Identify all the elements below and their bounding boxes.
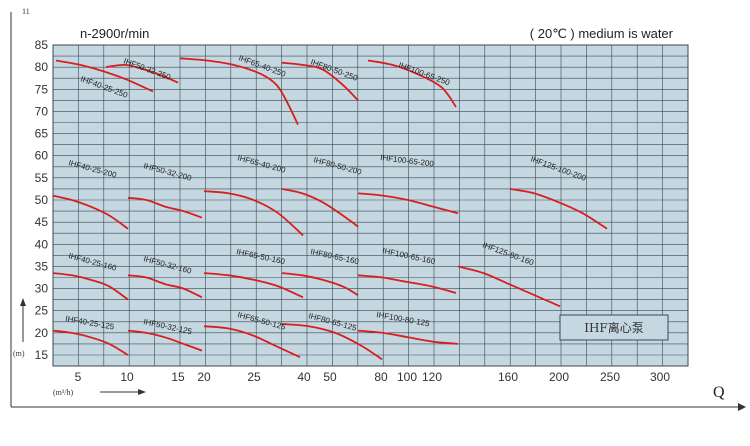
x-tick-label: 10: [120, 370, 134, 384]
watermark-text: IHF离心泵: [584, 320, 644, 335]
y-tick-label: 45: [35, 215, 49, 229]
y-tick-label: 60: [35, 149, 49, 163]
y-tick-label: 65: [35, 127, 49, 141]
q-axis-arrow-icon: [138, 389, 146, 395]
x-tick-label: 15: [171, 370, 185, 384]
curve-ihf50-32-200: [127, 196, 203, 219]
curve-ihf125-100-200: [509, 188, 608, 230]
x-tick-label: 5: [75, 370, 82, 384]
curve-ihf100-65-160: [357, 274, 457, 294]
y-tick-label: 25: [35, 304, 49, 318]
y-tick-label: 20: [35, 326, 49, 340]
x-tick-label: 200: [549, 370, 569, 384]
y-tick-label: 35: [35, 259, 49, 273]
curve-ihf80-50-200: [281, 188, 359, 228]
x-tick-label: 160: [498, 370, 518, 384]
watermark-box: [559, 314, 669, 341]
curve-ihf100-65-250: [367, 59, 457, 108]
y-tick-label: 75: [35, 82, 49, 96]
y-tick-label: 50: [35, 193, 49, 207]
x-tick-label: 100: [397, 370, 417, 384]
curve-ihf50-32-250: [105, 63, 179, 84]
curve-ihf65-40-250: [179, 57, 299, 126]
x-tick-label: 50: [323, 370, 337, 384]
curve-ihf40-25-160: [52, 272, 129, 301]
q-axis-label: Q: [713, 384, 725, 401]
x-tick-labels: 5 10 15 20 25 40 50 80 100 120 160 200 250 300: [75, 370, 671, 384]
x-tick-label: 40: [297, 370, 311, 384]
curve-ihf40-25-200: [52, 194, 129, 230]
pump-curves: [52, 57, 608, 361]
x-tick-label: 120: [422, 370, 442, 384]
y-tick-label: 80: [35, 60, 49, 74]
x-tick-label: 20: [197, 370, 211, 384]
curve-ihf65-50-125: [203, 325, 301, 359]
plot-background: [52, 44, 689, 367]
x-axis-arrow-icon: [738, 403, 746, 411]
y-tick-label: 70: [35, 104, 49, 118]
y-tick-label: 55: [35, 171, 49, 185]
curve-ihf50-32-125: [127, 329, 203, 352]
curve-ihf80-50-250: [281, 61, 359, 102]
medium-label: ( 20℃ ) medium is water: [530, 26, 674, 41]
y-tick-label: 15: [35, 348, 49, 362]
x-tick-label: 25: [247, 370, 261, 384]
y-tick-label: 30: [35, 282, 49, 296]
x-tick-label: 80: [374, 370, 388, 384]
h-axis-arrow-icon: [20, 298, 26, 306]
curve-ihf50-32-160: [127, 274, 203, 299]
corner-mark: 11: [22, 7, 30, 16]
curve-ihf80-65-160: [281, 272, 359, 296]
y-tick-label: 40: [35, 237, 49, 251]
curve-ihf65-50-160: [203, 272, 304, 299]
q-unit-label: (m³/h): [53, 388, 74, 397]
y-tick-label: 85: [35, 38, 49, 52]
curve-ihf40-25-250: [55, 59, 154, 93]
curve-ihf125-80-160: [457, 265, 561, 308]
x-tick-label: 250: [600, 370, 620, 384]
speed-label: n-2900r/min: [80, 26, 149, 41]
curve-ihf80-65-125: [281, 323, 383, 361]
curve-ihf65-40-200: [203, 190, 304, 237]
y-tick-labels: 15 20 25 30 35 40 45 50 55 60 65 70 75 80 85: [35, 38, 49, 362]
grid: [53, 45, 688, 366]
curve-ihf100-80-125: [357, 329, 459, 345]
x-tick-label: 300: [650, 370, 670, 384]
curve-ihf100-65-200: [357, 192, 459, 215]
curve-ihf40-25-125: [52, 329, 129, 356]
h-unit-label: (m): [13, 349, 25, 358]
